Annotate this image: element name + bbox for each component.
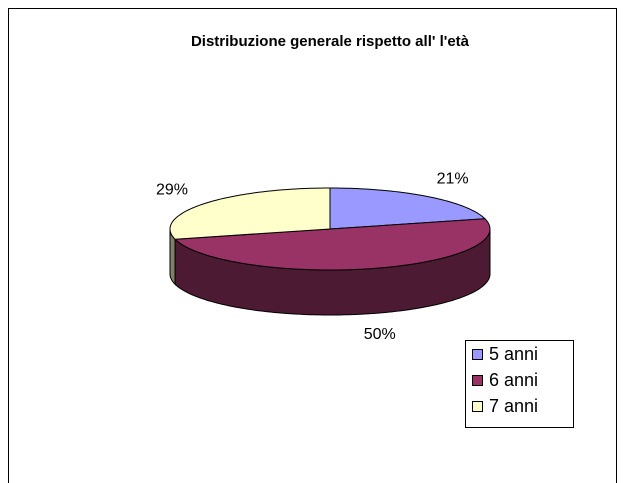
data-label: 50% <box>364 326 396 343</box>
legend-swatch <box>472 349 483 360</box>
chart-title: Distribuzione generale rispetto all' l'e… <box>191 33 470 50</box>
legend <box>465 340 574 428</box>
pie-slice <box>329 187 487 230</box>
data-label: 21% <box>437 170 469 187</box>
legend-swatch <box>472 401 483 412</box>
data-label: 29% <box>156 182 188 199</box>
pie-slice <box>169 187 331 240</box>
legend-swatch <box>472 375 483 386</box>
pie-slice <box>173 218 491 271</box>
legend-label: 7 anni <box>489 396 538 416</box>
legend-label: 5 anni <box>489 344 538 364</box>
legend-label: 6 anni <box>489 370 538 390</box>
